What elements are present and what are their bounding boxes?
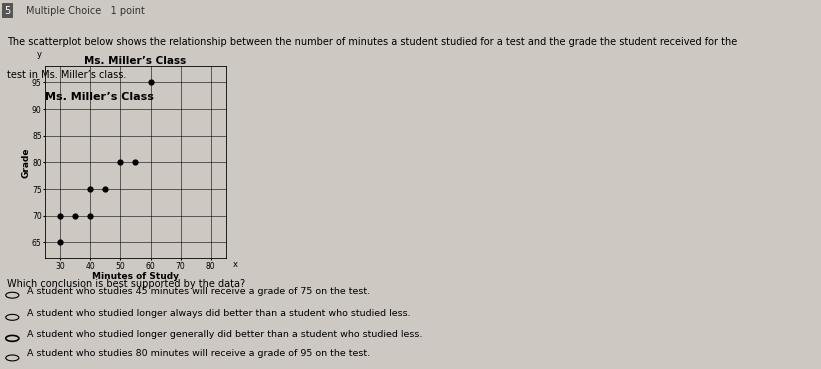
Text: A student who studies 45 minutes will receive a grade of 75 on the test.: A student who studies 45 minutes will re… (27, 287, 370, 296)
Text: test in Ms. Miller’s class.: test in Ms. Miller’s class. (7, 70, 126, 80)
Point (69, 213, 82, 218)
Point (129, 159, 142, 165)
Title: Ms. Miller’s Class: Ms. Miller’s Class (85, 56, 186, 66)
Text: The scatterplot below shows the relationship between the number of minutes a stu: The scatterplot below shows the relation… (7, 37, 736, 47)
Text: Which conclusion is best supported by the data?: Which conclusion is best supported by th… (7, 279, 245, 289)
Point (53, 213, 67, 218)
Text: A student who studies 80 minutes will receive a grade of 95 on the test.: A student who studies 80 minutes will re… (27, 349, 370, 358)
Text: A student who studied longer generally did better than a student who studied les: A student who studied longer generally d… (27, 330, 423, 339)
Text: x: x (233, 260, 238, 269)
Text: y: y (37, 50, 42, 59)
Text: Multiple Choice   1 point: Multiple Choice 1 point (26, 6, 145, 15)
Y-axis label: Grade: Grade (21, 147, 30, 177)
Point (84, 186, 97, 192)
Text: Ms. Miller’s Class: Ms. Miller’s Class (45, 92, 154, 102)
Point (84, 213, 97, 218)
Point (99, 186, 112, 192)
Point (144, 79, 157, 85)
Text: 5: 5 (4, 6, 11, 15)
X-axis label: Minutes of Study: Minutes of Study (92, 272, 179, 281)
Point (53, 239, 67, 245)
Text: A student who studied longer always did better than a student who studied less.: A student who studied longer always did … (27, 309, 410, 318)
Point (114, 159, 127, 165)
